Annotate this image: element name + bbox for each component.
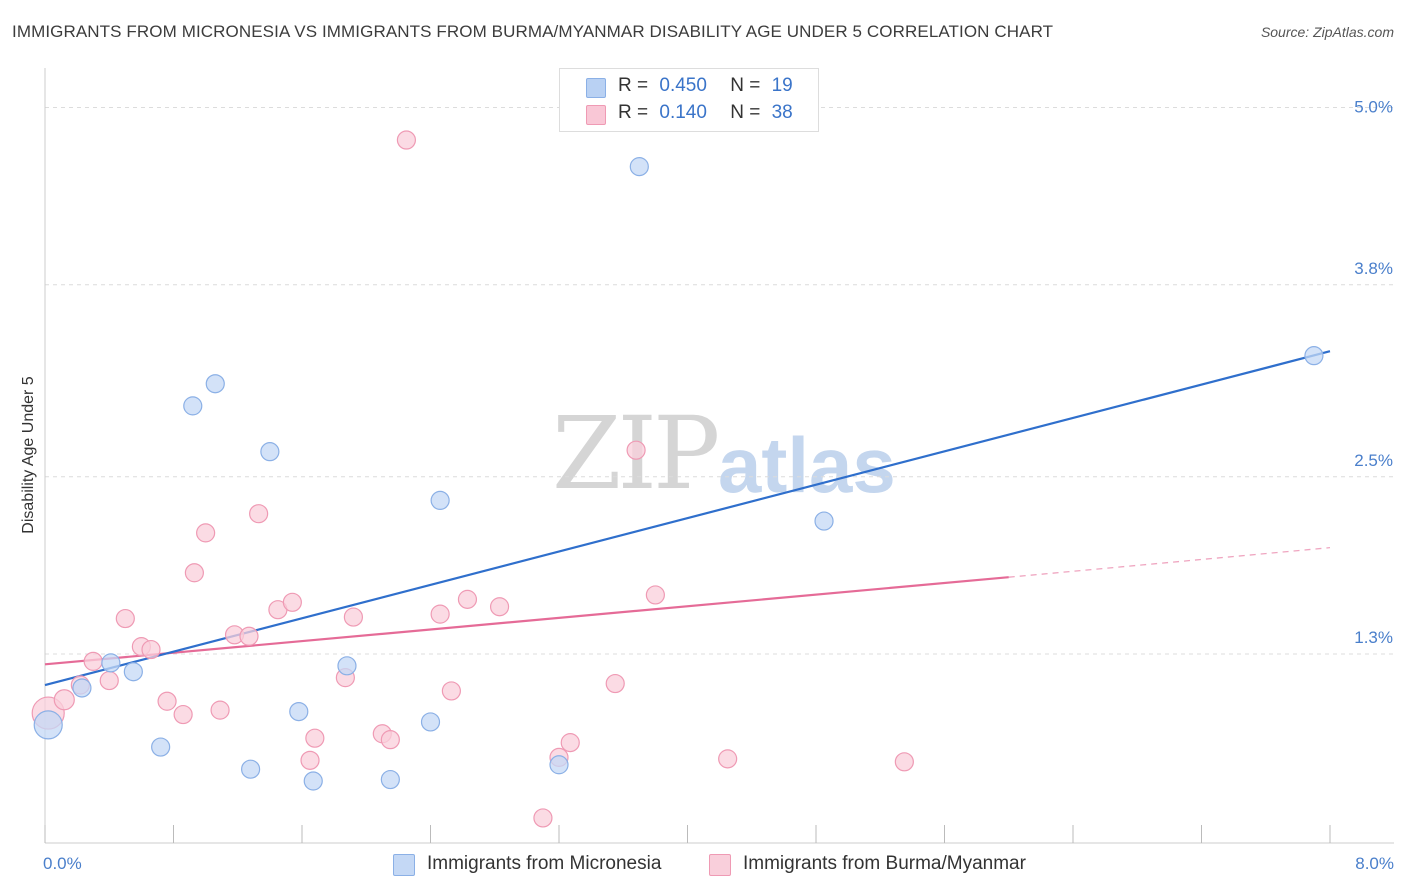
- data-point-burma: [430, 604, 450, 624]
- data-point-micronesia: [420, 712, 441, 732]
- legend-swatch-burma: [586, 105, 606, 125]
- tick-label-layer: 1.3% 2.5% 3.8% 5.0% 0.0% 8.0%: [43, 98, 1394, 873]
- chart-title: IMMIGRANTS FROM MICRONESIA VS IMMIGRANTS…: [12, 22, 1054, 41]
- series-label-micronesia: Immigrants from Micronesia: [427, 853, 662, 874]
- data-point-micronesia: [260, 442, 280, 462]
- source-credit: Source: ZipAtlas.com: [1260, 24, 1394, 40]
- trend-layer: [44, 350, 1331, 687]
- trend-line-micronesia: [44, 350, 1331, 687]
- data-point-burma: [718, 749, 738, 769]
- data-point-burma: [184, 563, 204, 583]
- data-point-burma: [441, 681, 461, 701]
- watermark-atlas: atlas: [718, 421, 896, 509]
- data-point-burma: [560, 733, 580, 753]
- data-point-micronesia: [814, 511, 834, 531]
- data-point-burma: [282, 592, 302, 612]
- data-point-micronesia: [183, 396, 203, 416]
- x-tick-label-min: 0.0%: [43, 854, 82, 873]
- data-point-burma: [300, 750, 320, 770]
- legend-r-value-micronesia: 0.450: [659, 75, 707, 96]
- data-point-burma: [396, 130, 417, 150]
- x-tick-label-max: 8.0%: [1355, 854, 1394, 873]
- correlation-legend: R = 0.450 N = 19 R = 0.140 N = 38: [559, 68, 819, 132]
- data-point-micronesia: [629, 157, 649, 177]
- grid-layer: [45, 107, 1394, 655]
- data-point-burma: [626, 440, 646, 460]
- data-point-burma: [196, 523, 216, 543]
- data-point-micronesia: [123, 662, 143, 682]
- data-point-burma: [645, 585, 665, 605]
- data-point-micronesia: [549, 755, 569, 775]
- legend-r-label: R =: [618, 75, 649, 96]
- data-point-burma: [157, 691, 177, 711]
- data-point-micronesia: [303, 771, 323, 791]
- data-point-burma: [249, 504, 269, 524]
- legend-r-value-burma: 0.140: [659, 102, 707, 123]
- data-point-micronesia: [205, 374, 225, 394]
- axis-layer: [44, 68, 1394, 844]
- y-tick-label: 2.5%: [1354, 451, 1393, 470]
- y-tick-label: 1.3%: [1354, 628, 1393, 647]
- data-point-micronesia: [72, 678, 92, 698]
- y-tick-label: 5.0%: [1354, 98, 1393, 117]
- data-point-burma: [83, 651, 103, 671]
- legend-n-value-micronesia: 19: [771, 75, 793, 96]
- data-point-micronesia: [151, 737, 171, 757]
- data-point-micronesia: [380, 769, 400, 790]
- data-point-burma: [141, 639, 161, 660]
- data-point-burma: [489, 597, 510, 617]
- data-point-burma: [210, 700, 230, 720]
- data-point-burma: [115, 608, 135, 629]
- trend-line-burma-extension: [1008, 547, 1331, 578]
- data-point-burma: [380, 730, 400, 750]
- y-axis-label: Disability Age Under 5: [20, 376, 37, 534]
- point-layer: [31, 83, 1324, 828]
- legend-n-label: N =: [730, 75, 761, 96]
- data-point-burma: [343, 607, 363, 627]
- legend-r-label: R =: [618, 102, 649, 123]
- series-swatch-burma: [709, 854, 731, 876]
- legend-n-value-burma: 38: [771, 102, 793, 123]
- data-point-burma: [173, 704, 193, 725]
- data-point-burma: [53, 689, 75, 711]
- data-point-burma: [239, 626, 259, 646]
- legend-n-label: N =: [730, 102, 761, 123]
- y-tick-label: 3.8%: [1354, 259, 1393, 278]
- data-point-burma: [457, 589, 478, 609]
- data-point-micronesia: [33, 710, 63, 740]
- data-point-micronesia: [241, 759, 261, 779]
- data-point-micronesia: [337, 656, 357, 676]
- data-point-micronesia: [101, 653, 121, 673]
- series-label-burma: Immigrants from Burma/Myanmar: [743, 853, 1026, 874]
- data-point-micronesia: [289, 701, 309, 722]
- series-swatch-micronesia: [393, 854, 415, 876]
- legend-swatch-micronesia: [586, 78, 606, 98]
- data-point-micronesia: [1304, 346, 1324, 366]
- data-point-burma: [605, 673, 625, 694]
- data-point-burma: [305, 728, 325, 748]
- trend-line-burma: [44, 576, 1009, 666]
- data-point-burma: [894, 752, 914, 772]
- data-point-burma: [533, 808, 553, 828]
- data-point-micronesia: [430, 490, 450, 510]
- data-point-burma: [99, 670, 119, 691]
